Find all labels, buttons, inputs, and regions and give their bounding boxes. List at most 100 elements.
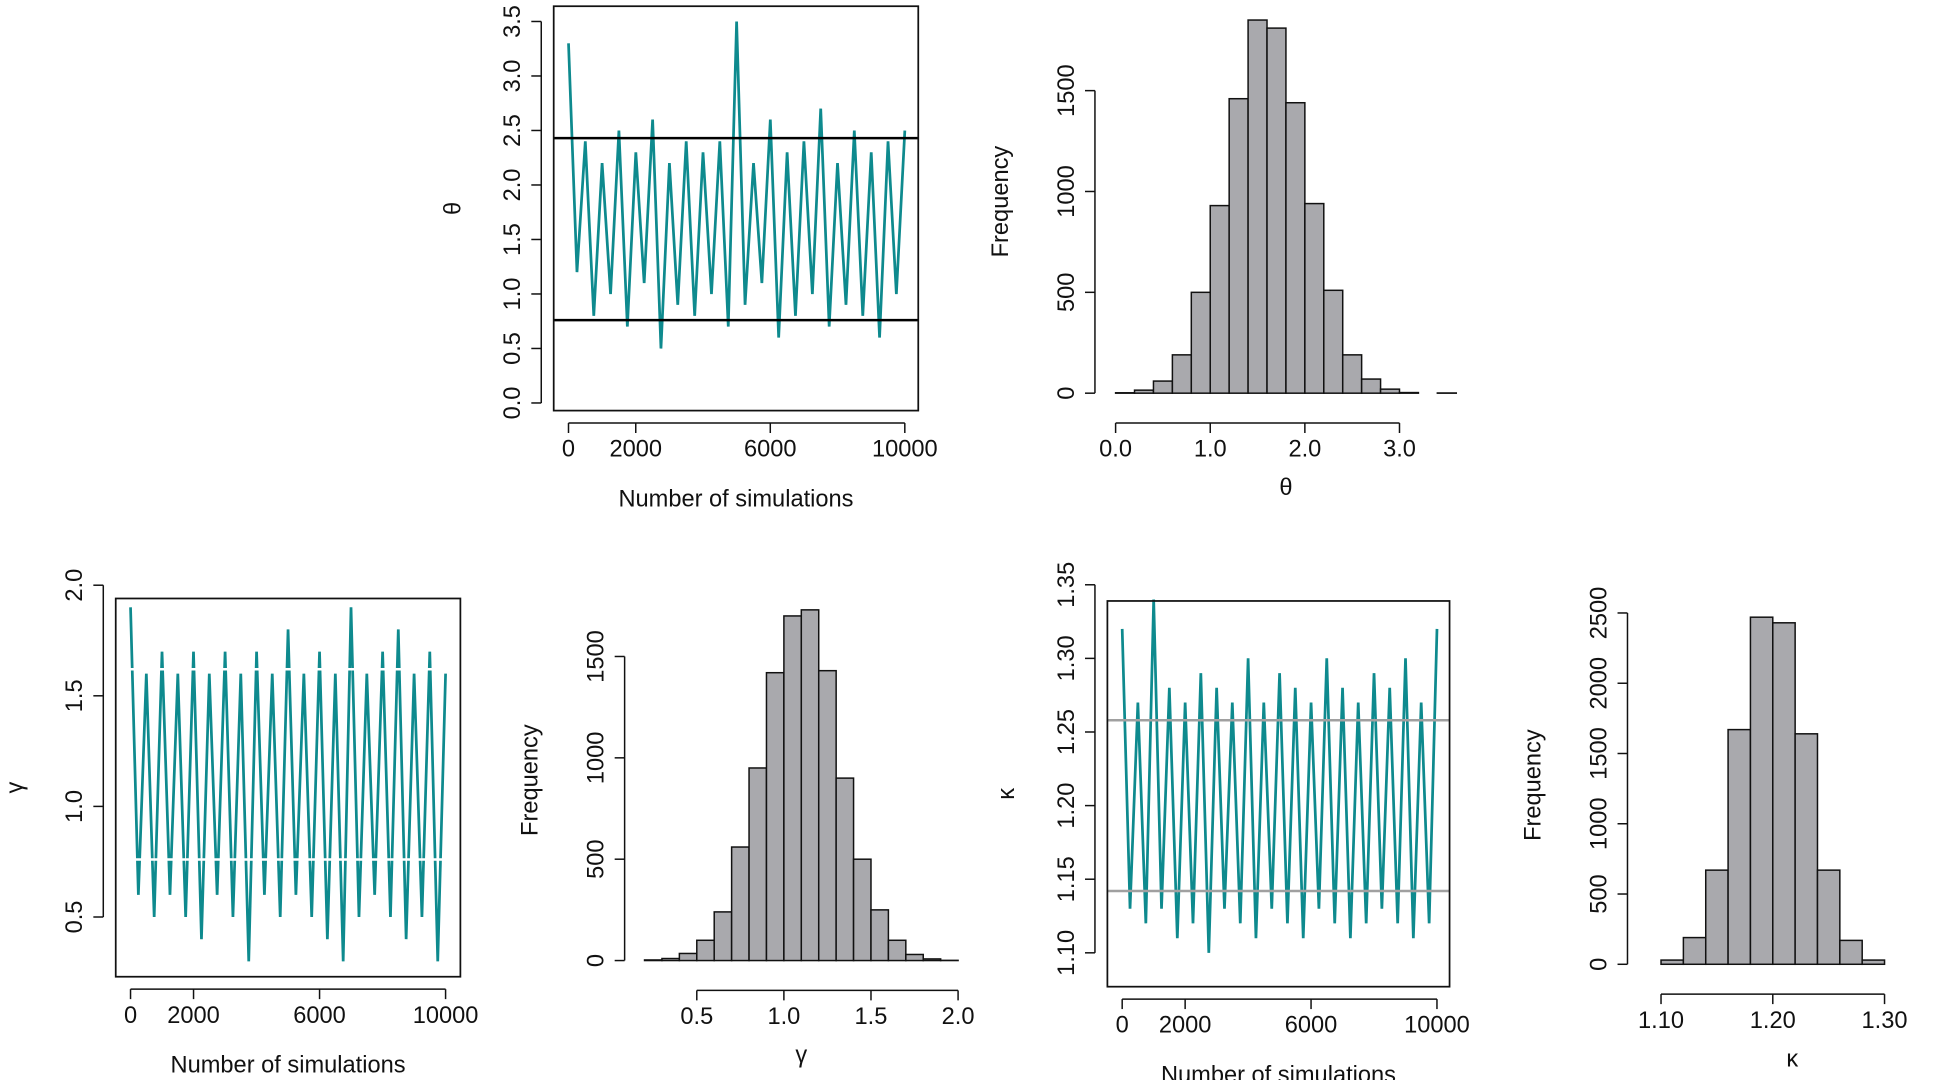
y-tick-label: 1.0 — [62, 790, 88, 823]
y-tick-label: 1000 — [1054, 165, 1080, 218]
y-tick-label: 0.0 — [500, 387, 526, 420]
x-tick-label: 6000 — [1285, 1013, 1338, 1039]
x-axis-title: Number of simulations — [618, 486, 853, 512]
plot-frame — [552, 5, 920, 412]
x-tick-label: 10000 — [872, 437, 938, 463]
histogram-bar — [922, 958, 942, 962]
histogram-bar — [1772, 622, 1796, 966]
y-tick-label: 500 — [1586, 874, 1612, 913]
y-tick-label: 2.5 — [500, 114, 526, 147]
x-tick-label: 2000 — [1159, 1013, 1212, 1039]
x-tick-label: 1.0 — [767, 1004, 800, 1030]
y-tick-label: 2500 — [1586, 587, 1612, 640]
histogram-bar — [1323, 289, 1344, 394]
histogram-bar — [730, 846, 750, 962]
histogram-bar — [1266, 27, 1287, 394]
y-tick-label: 1000 — [1586, 797, 1612, 850]
y-tick-label: 1.20 — [1054, 783, 1080, 829]
histogram-bar — [1171, 354, 1193, 394]
y-tick-label: 0.5 — [62, 901, 88, 934]
y-tick-label: 1.25 — [1054, 709, 1080, 755]
histogram-bar — [1398, 391, 1420, 394]
x-axis-title: γ — [795, 1043, 807, 1069]
histogram-bar — [1228, 97, 1249, 394]
y-tick-label: 1.10 — [1054, 930, 1080, 976]
histogram-bar — [1682, 936, 1707, 966]
histogram-bar — [748, 767, 768, 962]
x-tick-label: 1.0 — [1194, 437, 1227, 463]
histogram-bar — [1360, 378, 1382, 394]
histogram-bar — [1749, 616, 1774, 966]
x-tick-label: 6000 — [293, 1003, 346, 1029]
trace-line — [1120, 599, 1439, 953]
x-tick-label: 0.5 — [680, 1004, 713, 1030]
x-tick-label: 3.0 — [1383, 437, 1416, 463]
panel: 0 500 1000 1500 0.5 1.0 1.5 2.0 γ Frequency — [518, 609, 975, 1069]
x-axis-title: θ — [1279, 475, 1292, 501]
x-axis-title: Number of simulations — [171, 1053, 406, 1079]
histogram-bar — [835, 777, 855, 962]
x-tick-label: 0 — [1116, 1013, 1129, 1039]
y-tick-label: 2.0 — [500, 169, 526, 202]
histogram-bar — [1341, 354, 1363, 394]
y-tick-label: 0.5 — [500, 332, 526, 365]
plot-frame — [1106, 600, 1451, 988]
histogram-bar — [1794, 733, 1819, 966]
histogram-bar — [1247, 19, 1268, 394]
y-tick-label: 0 — [1054, 387, 1080, 400]
y-tick-label: 2000 — [1586, 657, 1612, 710]
x-tick-label: 0 — [562, 437, 575, 463]
histogram-bar — [1379, 388, 1401, 394]
y-tick-label: 1.30 — [1054, 635, 1080, 681]
histogram-bar — [713, 911, 733, 962]
x-tick-label: 1.30 — [1862, 1008, 1908, 1034]
x-tick-label: 1.5 — [855, 1004, 888, 1030]
x-tick-label: 10000 — [1404, 1013, 1470, 1039]
panel: 1.10 1.15 1.20 1.25 1.30 1.35 0 2000 6000 10000 Nu… — [994, 562, 1470, 1080]
y-axis-title: Frequency — [988, 146, 1014, 258]
y-tick-label: 500 — [584, 839, 610, 878]
histogram-bar — [852, 858, 872, 962]
histogram-bar — [1285, 101, 1306, 394]
histogram-bar — [1704, 869, 1729, 966]
y-axis-title: κ — [994, 788, 1020, 800]
x-tick-label: 2000 — [609, 437, 662, 463]
y-tick-label: 2.0 — [62, 569, 88, 602]
histogram-bar — [800, 609, 820, 962]
y-tick-label: 1.35 — [1054, 562, 1080, 608]
y-axis-title: Frequency — [518, 724, 544, 836]
trace-line — [567, 21, 907, 349]
histogram-bar — [1660, 959, 1685, 966]
histogram-bar — [765, 671, 785, 962]
y-tick-label: 1000 — [584, 732, 610, 785]
x-tick-label: 2.0 — [942, 1004, 975, 1030]
histogram-bar — [1152, 380, 1174, 394]
x-tick-label: 1.10 — [1638, 1008, 1684, 1034]
histogram-bar — [661, 957, 681, 962]
y-tick-label: 1.0 — [500, 278, 526, 311]
y-tick-label: 0 — [584, 954, 610, 967]
plot-frame — [114, 597, 462, 978]
y-axis-title: Frequency — [1520, 729, 1546, 841]
x-tick-label: 10000 — [413, 1003, 479, 1029]
y-tick-label: 1500 — [584, 630, 610, 683]
y-tick-label: 3.5 — [500, 5, 526, 38]
x-tick-label: 2000 — [167, 1003, 220, 1029]
y-tick-label: 1.5 — [62, 679, 88, 712]
panel: 0.0 0.5 1.0 1.5 2.0 2.5 3.0 3.5 0 2000 6000 10000 Nu… — [440, 5, 937, 512]
histogram-bar — [783, 615, 803, 962]
histogram-bar — [1209, 204, 1230, 394]
histogram-bar — [870, 909, 890, 962]
y-tick-label: 1.15 — [1054, 856, 1080, 902]
histogram-bar — [1133, 389, 1155, 394]
histogram-bar — [1190, 291, 1211, 394]
histogram-bar — [1861, 959, 1886, 966]
x-tick-label: 1.20 — [1750, 1008, 1796, 1034]
y-tick-label: 1500 — [1054, 64, 1080, 117]
histogram-bar — [887, 939, 907, 962]
x-tick-label: 6000 — [744, 437, 797, 463]
y-tick-label: 1.5 — [500, 223, 526, 256]
x-tick-label: 0 — [124, 1003, 137, 1029]
histogram-bar — [905, 953, 924, 962]
